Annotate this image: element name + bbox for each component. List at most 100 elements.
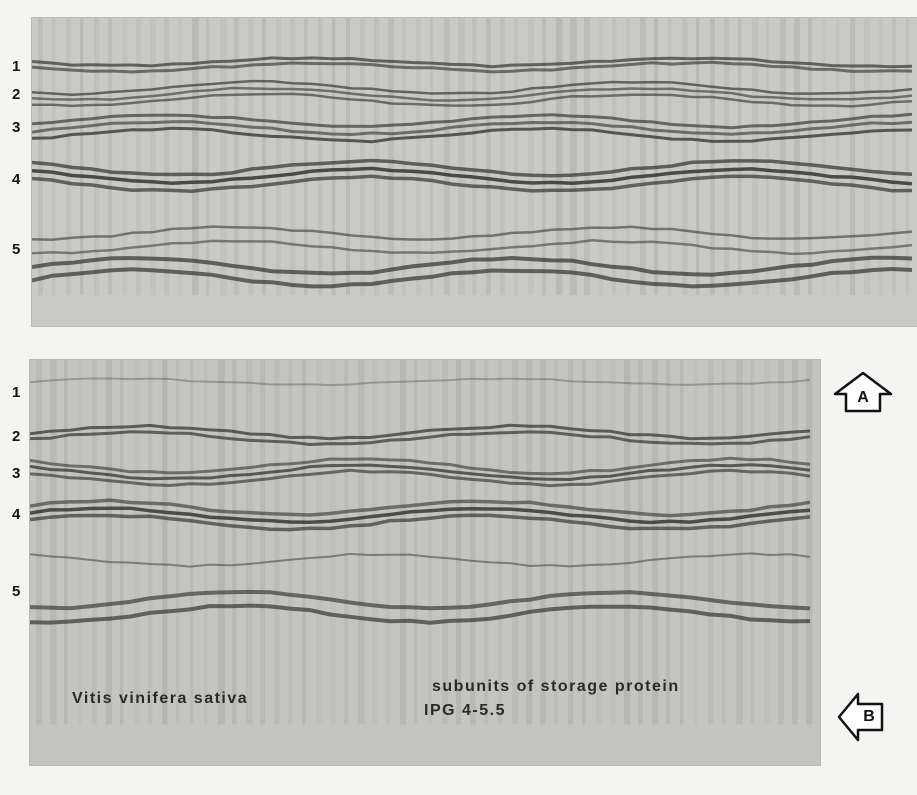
lane-streak [484, 360, 489, 725]
lane-streak [764, 360, 771, 725]
caption-line1: subunits of storage protein [432, 678, 680, 695]
band-label-b-3: 3 [12, 465, 21, 482]
lane-streak [134, 360, 140, 725]
protein-band [32, 174, 913, 194]
lane-streak [638, 360, 643, 725]
lane-streak [38, 18, 43, 296]
lane-streak [470, 360, 476, 725]
lane-streak [652, 360, 659, 725]
lane-streak [52, 18, 56, 296]
lane-streak [108, 18, 113, 296]
lane-streak [514, 18, 519, 296]
protein-band [32, 92, 913, 108]
lane-streak [260, 360, 266, 725]
lane-streak [136, 18, 141, 296]
marker-a-label: A [857, 389, 869, 406]
lane-streak [248, 18, 254, 296]
protein-band [32, 60, 913, 74]
lane-streak [654, 18, 659, 296]
lane-streak [892, 18, 897, 296]
lane-streak [386, 360, 390, 725]
lane-streak [148, 360, 153, 725]
protein-band [30, 506, 811, 525]
lane-streak [570, 18, 577, 296]
lane-streak [794, 18, 800, 296]
lane-streak [582, 360, 586, 725]
lane-streak [122, 18, 128, 296]
gel-panel-a [32, 18, 917, 326]
lane-streak [680, 360, 684, 725]
lane-streak [598, 18, 604, 296]
lane-streak [192, 18, 199, 296]
lane-streak [542, 18, 547, 296]
lane-streak [80, 18, 84, 296]
lane-streak [372, 360, 378, 725]
lane-streak [626, 18, 630, 296]
lane-streak [722, 360, 726, 725]
lane-streak [850, 18, 856, 296]
lane-streak [666, 360, 671, 725]
lane-streak [458, 18, 465, 296]
lane-streak [66, 18, 71, 296]
lane-streak [528, 18, 534, 296]
band-label-b-2: 2 [12, 428, 21, 445]
lane-streak [414, 360, 418, 725]
lane-streak [472, 18, 477, 296]
lane-streak [668, 18, 672, 296]
lane-streak [584, 18, 590, 296]
protein-band [32, 255, 913, 277]
lane-streak [190, 360, 194, 725]
protein-band [30, 463, 811, 482]
lane-streak [276, 18, 281, 296]
lane-streak [444, 18, 450, 296]
lane-streak [540, 360, 546, 725]
protein-band [30, 498, 811, 518]
band-label-a-2: 2 [12, 86, 21, 103]
lane-streak [332, 18, 336, 296]
protein-band [30, 513, 811, 532]
lane-streak [806, 360, 813, 725]
lane-streak [400, 360, 406, 725]
lane-streak [64, 360, 68, 725]
lane-streak [526, 360, 533, 725]
lane-streak [358, 360, 365, 725]
lane-streak [568, 360, 573, 725]
lane-streak [778, 360, 784, 725]
lane-streak [724, 18, 730, 296]
lane-streak [696, 18, 700, 296]
lane-streak [388, 18, 395, 296]
lane-streak [304, 18, 308, 296]
lane-streak [640, 18, 646, 296]
lane-streak [316, 360, 323, 725]
protein-band [30, 589, 811, 611]
lane-streak [232, 360, 237, 725]
gel-b-bands [30, 360, 813, 725]
protein-band [30, 430, 811, 447]
marker-a-arrow-icon: A [832, 370, 894, 414]
lane-streak [694, 360, 698, 725]
lane-streak [750, 360, 755, 725]
protein-band [32, 79, 913, 97]
protein-band [30, 552, 811, 568]
lane-streak [120, 360, 124, 725]
band-label-a-3: 3 [12, 119, 21, 136]
lane-streak [556, 18, 563, 296]
lane-streak [360, 18, 365, 296]
protein-band [30, 456, 811, 476]
lane-streak [262, 18, 266, 296]
caption-line2: IPG 4-5.5 [424, 702, 506, 719]
caption-species: Vitis vinifera sativa [72, 690, 249, 707]
lane-streak [554, 360, 558, 725]
band-label-a-1: 1 [12, 58, 21, 75]
protein-band [32, 266, 913, 289]
lane-streak [486, 18, 491, 296]
protein-band [32, 86, 913, 102]
lane-streak [346, 18, 350, 296]
protein-band [32, 158, 913, 178]
lane-streak [344, 360, 349, 725]
protein-band [30, 603, 811, 625]
protein-band [30, 468, 811, 488]
lane-streak [374, 18, 380, 296]
lane-streak [78, 360, 83, 725]
protein-band [32, 225, 913, 241]
